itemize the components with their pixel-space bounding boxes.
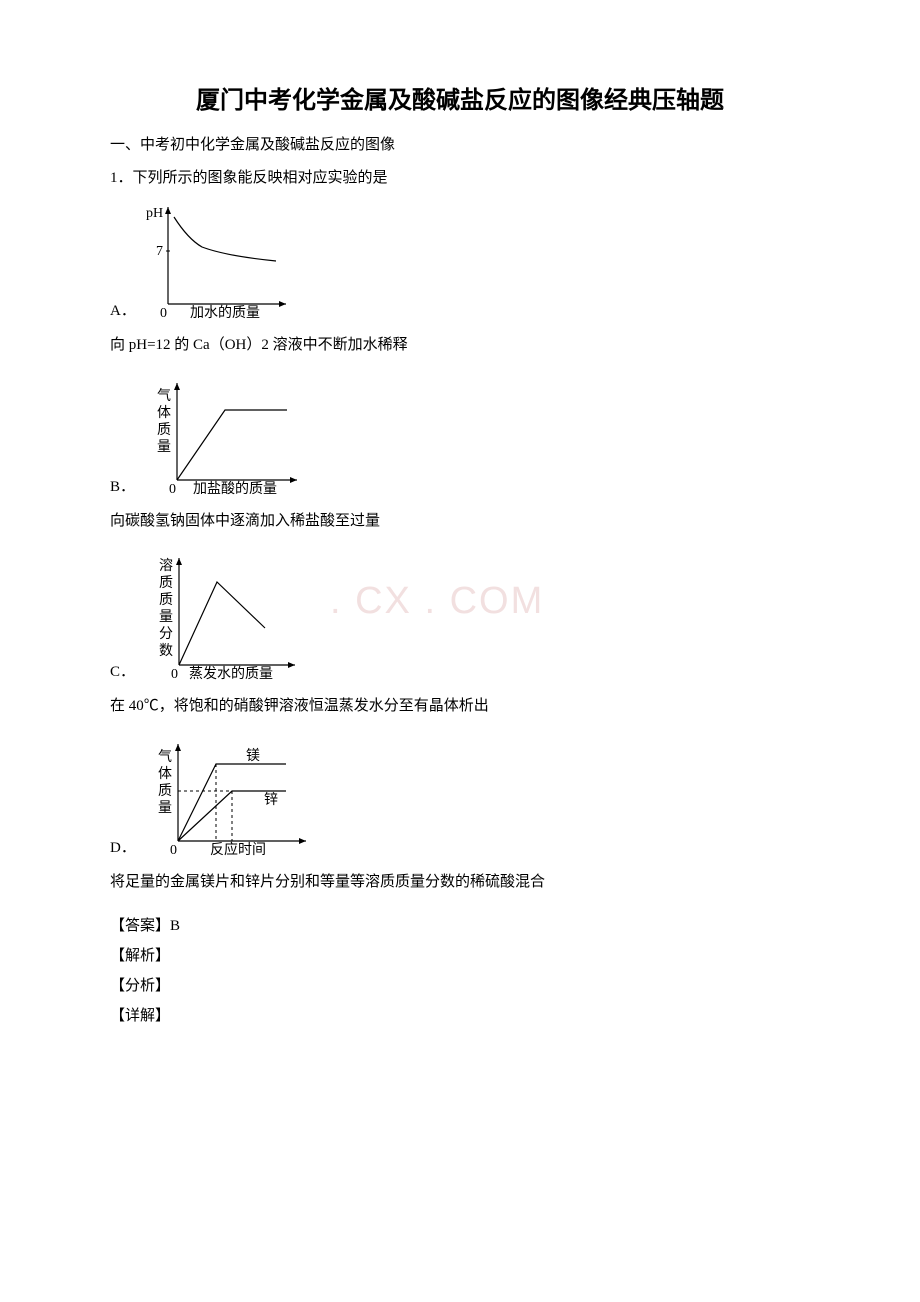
chart-a-ytick-7: 7 [156,244,163,259]
option-a-row: A． pH 7 0 加水的质量 [110,199,810,324]
chart-b-yl4: 量 [157,439,171,455]
option-c-desc: 在 40℃，将饱和的硝酸钾溶液恒温蒸发水分至有晶体析出 [110,695,810,718]
chart-d: 气 体 质 量 0 反应时间 镁 锌 [146,736,316,861]
option-d-row: D． 气 体 质 量 0 反应时间 镁 锌 [110,736,810,861]
chart-b-origin: 0 [169,482,176,495]
answer-label: 【答案】 [110,918,170,934]
answer-line: 【答案】B [110,911,810,941]
option-a-label: A． [110,299,136,324]
chart-c-yl1: 溶 [159,558,173,574]
chart-a: pH 7 0 加水的质量 [146,199,296,324]
chart-c-yl5: 分 [159,626,173,642]
option-b-label: B． [110,475,135,500]
analysis-label: 【分析】 [110,971,810,1001]
chart-b: 气 体 质 量 0 加盐酸的质量 [145,375,305,500]
explain-label: 【解析】 [110,941,810,971]
answer-value: B [170,918,180,934]
option-b-row: B． 气 体 质 量 0 加盐酸的质量 [110,375,810,500]
chart-b-yl2: 体 [157,405,171,421]
chart-c-yl2: 质 [159,575,173,591]
chart-b-xlabel: 加盐酸的质量 [193,481,277,495]
page-title: 厦门中考化学金属及酸碱盐反应的图像经典压轴题 [110,80,810,115]
chart-a-origin: 0 [160,306,167,319]
option-b-desc: 向碳酸氢钠固体中逐滴加入稀盐酸至过量 [110,510,810,533]
option-d-label: D． [110,836,136,861]
chart-d-yl1: 气 [158,749,172,765]
option-c-label: C． [110,660,135,685]
option-c-row: C． 溶 质 质 量 分 数 0 蒸发水的质量 [110,550,810,685]
option-a-desc: 向 pH=12 的 Ca（OH）2 溶液中不断加水稀释 [110,334,810,357]
chart-b-yl1: 气 [157,388,171,404]
chart-d-series-zn: 锌 [264,792,278,808]
chart-c-origin: 0 [171,667,178,680]
option-d-desc: 将足量的金属镁片和锌片分别和等量等溶质质量分数的稀硫酸混合 [110,871,810,894]
chart-c-yl3: 质 [159,592,173,608]
chart-d-yl4: 量 [158,800,172,816]
chart-a-ylabel: pH [146,206,163,221]
question-text: 1．下列所示的图象能反映相对应实验的是 [110,166,810,187]
detail-label: 【详解】 [110,1001,810,1031]
chart-c: 溶 质 质 量 分 数 0 蒸发水的质量 [145,550,305,685]
chart-c-xlabel: 蒸发水的质量 [189,666,273,680]
chart-d-xlabel: 反应时间 [210,841,266,856]
chart-d-yl3: 质 [158,783,172,799]
chart-d-yl2: 体 [158,766,172,782]
chart-c-yl6: 数 [159,643,173,659]
chart-d-series-mg: 镁 [246,748,260,764]
chart-d-origin: 0 [170,843,177,856]
chart-b-yl3: 质 [157,422,171,438]
section-header: 一、中考初中化学金属及酸碱盐反应的图像 [110,133,810,154]
chart-c-yl4: 量 [159,609,173,625]
chart-a-xlabel: 加水的质量 [190,305,260,319]
